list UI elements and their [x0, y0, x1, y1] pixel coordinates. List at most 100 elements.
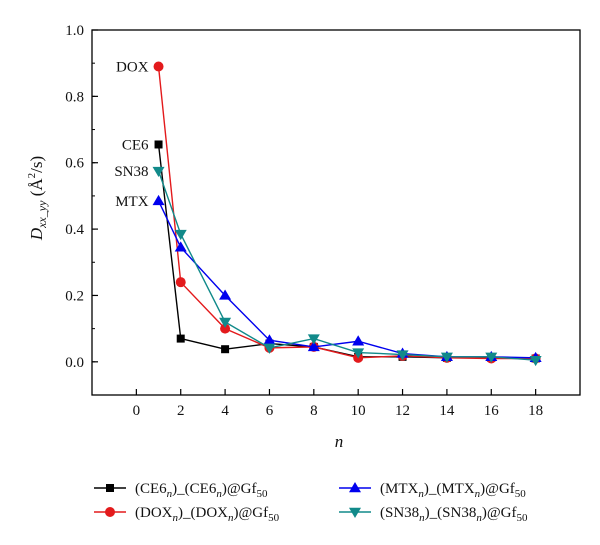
- legend-subscript: 50: [268, 512, 280, 524]
- legend-subscript: n: [216, 488, 222, 500]
- data-point: [307, 340, 320, 352]
- x-tick-label: 2: [177, 403, 185, 419]
- axis-ticks: 0 2 4 6 8 10 12 14 16 18 0.0 0.2 0.4 0.6 0.8 1.0: [65, 23, 543, 419]
- legend-subscript: 50: [256, 488, 268, 500]
- legend-label: (SN38n)_(SN38n)@Gf50: [380, 505, 528, 524]
- y-tick-label: 0.4: [65, 222, 84, 238]
- data-point: [220, 323, 231, 334]
- data-point: [176, 334, 185, 343]
- legend-text-part: )_(MTX: [424, 481, 475, 497]
- legend-label: (DOXn)_(DOXn)@Gf50: [135, 505, 280, 524]
- x-tick-label: 0: [133, 403, 141, 419]
- plot-border: [91, 29, 581, 396]
- legend-label: (MTXn)_(MTXn)@Gf50: [380, 481, 526, 500]
- data-point: [529, 355, 542, 367]
- legend-text-part: (MTX: [380, 481, 418, 497]
- data-point: [221, 345, 230, 354]
- legend-subscript: n: [167, 488, 173, 500]
- legend-label: (CE6n)_(CE6n)@Gf50: [135, 481, 268, 500]
- plot-area: [91, 29, 581, 396]
- data-point: [352, 348, 365, 359]
- legend-marker: [106, 484, 114, 492]
- data-point: [440, 352, 453, 363]
- legend-subscript: n: [475, 488, 481, 500]
- legend-item: (DOXn)_(DOXn)@Gf50: [94, 505, 280, 524]
- legend-text-part: )@Gf: [222, 481, 257, 497]
- legend-item: (CE6n)_(CE6n)@Gf50: [94, 481, 268, 500]
- series-3: [152, 194, 542, 363]
- legend-text-part: (CE6: [135, 481, 167, 497]
- y-axis-title-end: /s): [27, 156, 46, 173]
- data-point: [154, 140, 163, 149]
- legend-text-part: )@Gf: [482, 505, 517, 521]
- series-annotation: CE6: [122, 137, 149, 153]
- series-line: [157, 66, 536, 360]
- x-tick-label: 14: [439, 403, 455, 419]
- y-axis-title-sub: xx_yy: [35, 200, 49, 229]
- legend-marker: [349, 507, 361, 518]
- x-tick-label: 12: [395, 403, 410, 419]
- legend-subscript: 50: [516, 512, 528, 524]
- legend-marker: [105, 507, 115, 517]
- y-axis-title-sup: 2: [26, 173, 38, 179]
- data-point: [396, 350, 409, 361]
- legend-text-part: )_(CE6: [172, 481, 217, 497]
- data-point: [263, 334, 276, 345]
- legend-item: (SN38n)_(SN38n)@Gf50: [339, 505, 528, 524]
- legend-text-part: )_(SN38: [425, 505, 477, 521]
- series-line: [157, 170, 536, 361]
- legend: (CE6n)_(CE6n)@Gf50(DOXn)_(DOXn)@Gf50(MTX…: [94, 481, 528, 524]
- series-line: [157, 144, 536, 360]
- legend-text-part: (SN38: [380, 505, 419, 521]
- x-tick-label: 8: [310, 403, 318, 419]
- legend-subscript: n: [419, 512, 425, 524]
- data-point: [152, 166, 165, 178]
- x-axis-title: n: [335, 432, 344, 451]
- legend-text-part: (DOX: [135, 505, 173, 521]
- legend-subscript: n: [418, 488, 424, 500]
- x-tick-label: 18: [528, 403, 543, 419]
- data-point: [174, 229, 187, 241]
- legend-text-part: )_(DOX: [178, 505, 228, 521]
- y-tick-label: 0.2: [65, 288, 84, 304]
- data-point: [352, 335, 365, 346]
- data-point: [219, 289, 232, 300]
- legend-marker: [349, 482, 361, 493]
- data-point: [175, 277, 186, 288]
- x-tick-label: 4: [221, 403, 229, 419]
- data-point: [219, 317, 232, 328]
- y-tick-label: 0.8: [65, 89, 84, 105]
- series-line: [157, 200, 536, 359]
- legend-item: (MTXn)_(MTXn)@Gf50: [339, 481, 526, 500]
- data-point: [174, 241, 187, 252]
- data-point: [485, 352, 498, 363]
- series-annotation: DOX: [116, 60, 149, 76]
- x-tick-label: 10: [351, 403, 366, 419]
- series-annotation: MTX: [115, 194, 149, 210]
- data-point: [152, 194, 165, 206]
- y-tick-label: 0.6: [65, 156, 84, 172]
- y-tick-label: 1.0: [65, 23, 84, 39]
- y-axis-title-main: D: [27, 227, 46, 241]
- series-layer: [152, 61, 542, 367]
- y-axis-title-rest: (Å: [27, 178, 46, 201]
- x-tick-label: 6: [266, 403, 274, 419]
- data-point: [307, 334, 320, 345]
- legend-text-part: )@Gf: [234, 505, 269, 521]
- y-axis-title: Dxx_yy (Å2/s): [26, 156, 49, 241]
- x-tick-label: 16: [484, 403, 500, 419]
- legend-text-part: )@Gf: [480, 481, 515, 497]
- series-4: [152, 166, 542, 367]
- legend-subscript: 50: [515, 488, 527, 500]
- legend-subscript: n: [228, 512, 234, 524]
- y-tick-label: 0.0: [65, 355, 84, 371]
- data-point: [263, 343, 276, 354]
- annotations: DOX CE6 SN38 MTX: [114, 60, 149, 210]
- series-annotation: SN38: [114, 164, 148, 180]
- series-2: [153, 61, 541, 364]
- data-point: [153, 61, 164, 72]
- series-1: [154, 140, 540, 363]
- legend-subscript: n: [476, 512, 482, 524]
- legend-subscript: n: [173, 512, 179, 524]
